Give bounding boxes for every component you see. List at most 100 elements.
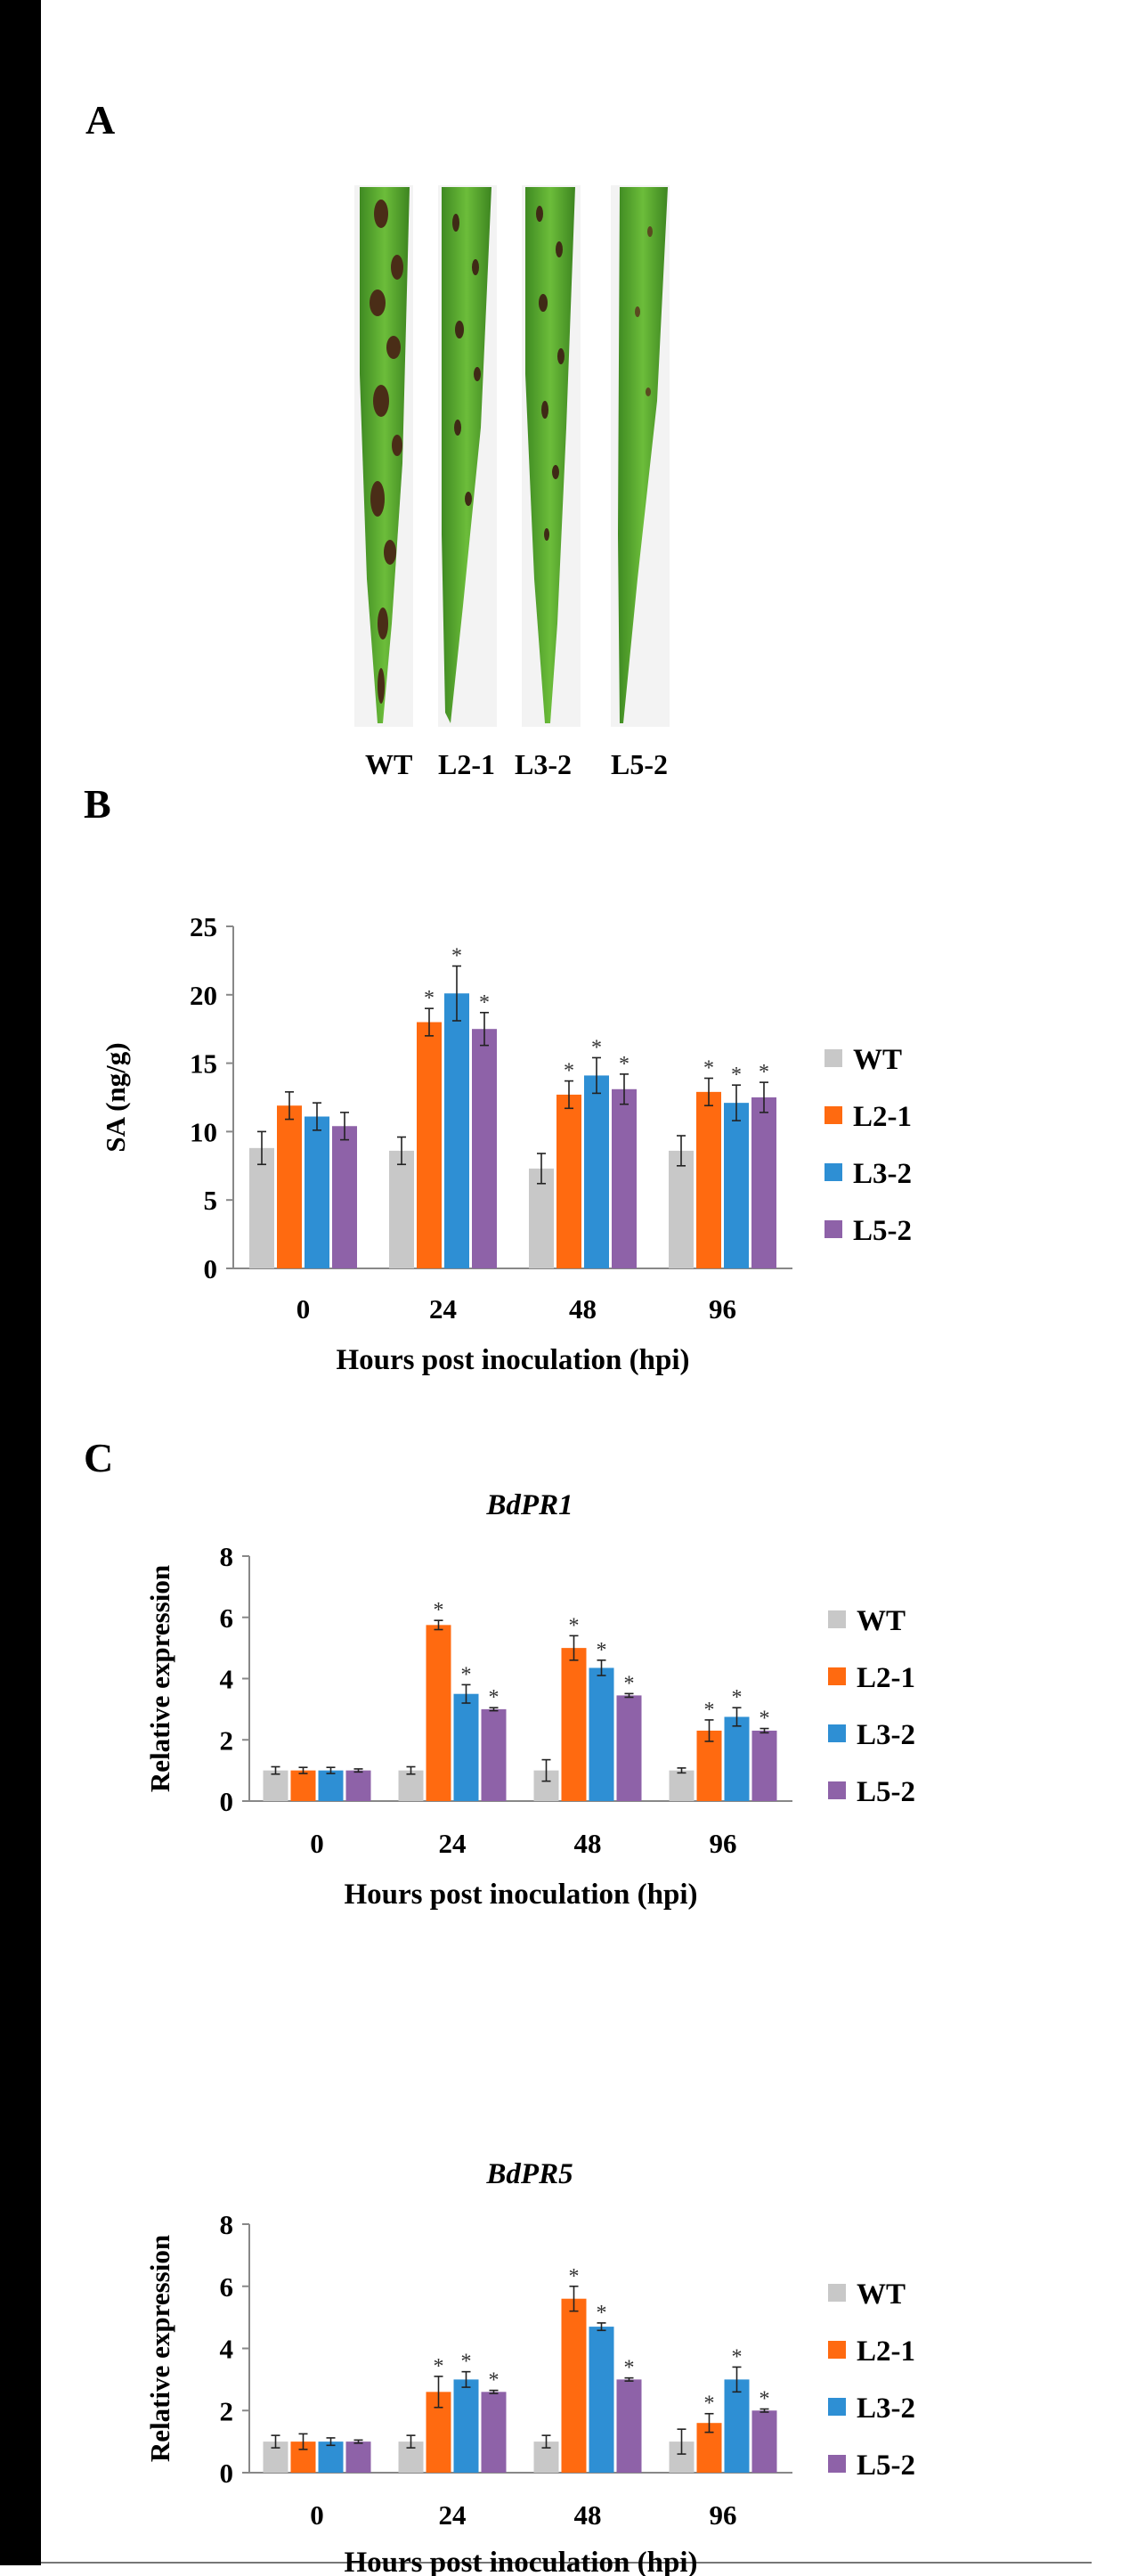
chart2-bar-l2-1-24 [426,1625,451,1801]
chart2-significance-star: * [489,1686,500,1709]
chart2-x-axis-label: Hours post inoculation (hpi) [345,1879,698,1911]
left-border-bar [0,0,41,2565]
chart3-significance-star: * [597,2302,607,2325]
chart1-xtick-label: 48 [569,1293,597,1325]
chart2-significance-star: * [434,1599,444,1622]
chart1-ytick-label: 10 [190,1116,217,1147]
chart2-bar-l5-2-48 [616,1695,642,1801]
leaf-wt [360,187,410,723]
chart2-bar-l3-2-0 [318,1770,344,1801]
chart1-bar-l3-2-48 [584,1075,609,1268]
chart1-bar-l5-2-96 [751,1097,776,1268]
chart2-legend-swatch-l5-2 [828,1781,846,1799]
chart2-ytick-label: 4 [220,1664,234,1695]
chart3-title: BdPR5 [485,2158,573,2190]
chart3-legend-swatch-wt [828,2284,846,2302]
chart1-bar-wt-24 [389,1150,414,1268]
chart1-bar-l2-1-48 [556,1094,581,1268]
chart3-xtick-label: 96 [710,2499,737,2531]
chart1-xtick-label: 24 [429,1293,457,1325]
chart1-significance-star: * [591,1036,602,1059]
chart2-bar-l5-2-96 [751,1730,777,1801]
chart3-bar-l2-1-48 [561,2298,587,2473]
chart3-xtick-label: 24 [439,2499,467,2531]
chart2-bar-wt-0 [263,1770,288,1801]
chart2-legend-label-l5-2: L5-2 [857,1776,915,1808]
chart3-bar-l5-2-0 [345,2441,371,2473]
chart1-bar-l5-2-0 [332,1126,357,1268]
chart1-legend-label-wt: WT [853,1044,902,1076]
chart1-bar-wt-0 [249,1147,274,1268]
chart2-legend-swatch-wt [828,1610,846,1628]
chart1-bar-l2-1-24 [417,1022,442,1268]
chart2-xtick-label: 0 [310,1828,324,1859]
chart1-ytick-label: 15 [190,1048,217,1080]
leaf-l3-2 [525,187,575,723]
chart1-bar-wt-48 [529,1168,554,1268]
chart1-legend-swatch-wt [825,1049,842,1067]
chart3-bar-l3-2-0 [318,2441,344,2473]
chart1-x-axis-label: Hours post inoculation (hpi) [337,1344,690,1376]
chart3-bar-l5-2-96 [751,2410,777,2473]
leaf-l5-2 [618,187,668,723]
chart3-legend-swatch-l2-1 [828,2341,846,2359]
chart2-xtick-label: 48 [574,1828,602,1859]
panel-c-letter: C [84,1435,114,1480]
chart2-legend-label-l2-1: L2-1 [857,1662,915,1694]
chart2-significance-star: * [597,1639,607,1662]
chart3-significance-star: * [461,2351,472,2374]
chart2-bar-l5-2-0 [345,1770,371,1801]
leaf-label-l2-1: L2-1 [438,748,495,780]
chart2-bar-l2-1-48 [561,1648,587,1801]
chart3-xtick-label: 48 [574,2499,602,2531]
lesions-wt [370,200,403,704]
chart3-bar-l5-2-24 [481,2392,507,2473]
chart1-legend-swatch-l2-1 [825,1106,842,1124]
chart1-legend-label-l5-2: L5-2 [853,1215,912,1247]
chart2-xtick-label: 24 [439,1828,467,1859]
chart1-significance-star: * [479,991,490,1015]
chart3-x-axis-label: Hours post inoculation (hpi) [345,2547,698,2576]
chart3-significance-star: * [760,2388,770,2411]
chart1-significance-star: * [451,945,462,968]
chart3-legend-swatch-l3-2 [828,2398,846,2416]
chart2-bar-l3-2-96 [724,1716,750,1801]
chart3-y-axis-label: Relative expression [144,2235,175,2462]
lesions-l3-2 [536,206,565,541]
chart2-ytick-label: 2 [220,1724,234,1756]
chart3-bar-l3-2-48 [589,2327,614,2473]
chart2-bar-l2-1-96 [696,1730,722,1801]
chart1-bar-l2-1-0 [277,1105,302,1268]
chart1-significance-star: * [424,987,435,1010]
lesions-l5-2 [635,226,653,396]
chart2-significance-star: * [760,1708,770,1731]
chart2-legend-label-l3-2: L3-2 [857,1719,915,1751]
chart3-xtick-label: 0 [310,2499,324,2531]
chart2-bar-wt-24 [398,1770,424,1801]
chart1-bar-l3-2-0 [305,1116,329,1268]
leaf-label-l3-2: L3-2 [515,748,572,780]
chart2-significance-star: * [704,1699,715,1722]
chart1-legend-label-l2-1: L2-1 [853,1101,912,1133]
chart3-ytick-label: 0 [220,2458,234,2489]
chart3-bar-l5-2-48 [616,2379,642,2473]
chart3-significance-star: * [704,2393,715,2416]
leaf-label-l5-2: L5-2 [611,748,668,780]
chart1-significance-star: * [759,1061,769,1084]
chart2-significance-star: * [461,1663,472,1686]
chart1-ytick-label: 5 [204,1185,218,1216]
chart3-ytick-label: 4 [220,2334,234,2365]
chart2-bar-wt-96 [669,1770,695,1801]
chart3-ytick-label: 2 [220,2395,234,2426]
chart3-significance-star: * [489,2369,500,2393]
chart2-legend-swatch-l3-2 [828,1724,846,1742]
chart2-significance-star: * [732,1686,743,1709]
chart1-xtick-label: 96 [709,1293,736,1325]
chart1-bar-l5-2-24 [472,1029,497,1268]
chart3-significance-star: * [732,2345,743,2368]
chart2-legend-label-wt: WT [857,1605,906,1637]
chart2-significance-star: * [624,1672,635,1695]
chart1-ytick-label: 25 [190,911,217,942]
chart1-xtick-label: 0 [296,1293,311,1325]
